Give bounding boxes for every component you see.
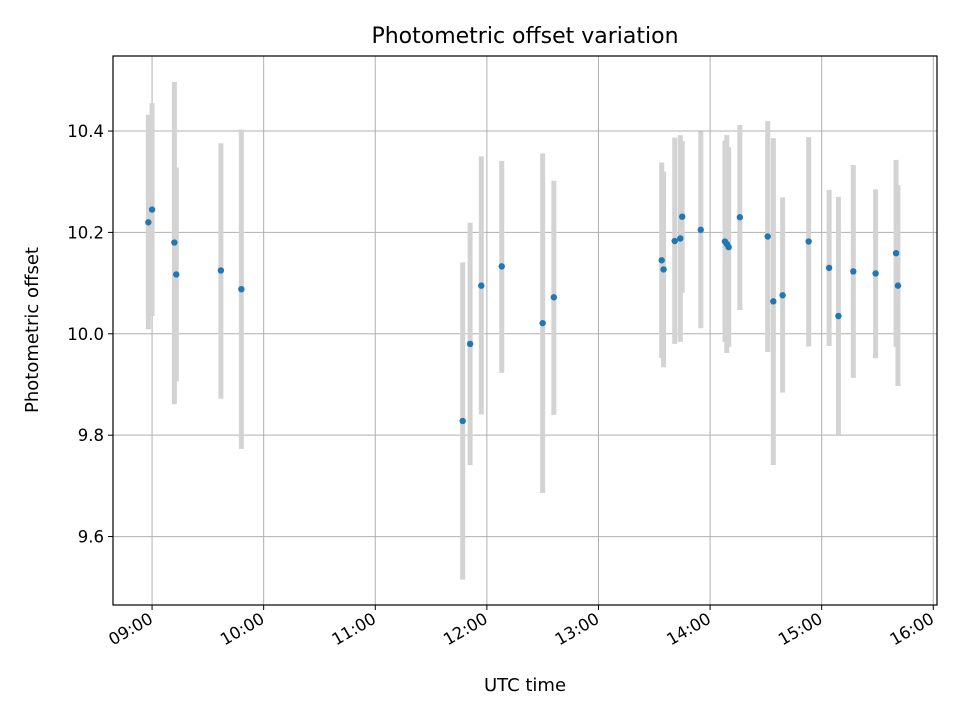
data-point: [872, 270, 879, 277]
y-axis-label: Photometric offset: [22, 247, 43, 413]
data-point: [850, 268, 857, 275]
data-point: [805, 238, 812, 245]
data-point: [892, 249, 900, 257]
y-tick-label: 10.2: [67, 223, 104, 242]
data-points: [145, 206, 902, 425]
y-tick-label: 10.4: [67, 122, 104, 141]
data-point: [148, 206, 156, 213]
data-point: [466, 340, 474, 348]
chart-title: Photometric offset variation: [371, 24, 678, 49]
data-point: [764, 233, 771, 240]
data-point: [478, 282, 485, 289]
data-point: [736, 214, 744, 221]
data-point: [171, 239, 178, 246]
data-point: [770, 298, 777, 305]
data-point: [660, 266, 667, 273]
data-point: [658, 257, 665, 264]
y-tick-label: 9.6: [78, 528, 104, 547]
data-point: [725, 243, 732, 251]
data-point: [697, 226, 704, 234]
data-point: [459, 417, 466, 425]
x-axis-label: UTC time: [484, 675, 566, 696]
data-point: [779, 292, 786, 299]
data-point: [835, 312, 842, 320]
data-point: [238, 285, 245, 293]
y-tick-label: 9.8: [78, 426, 104, 445]
data-point: [550, 294, 558, 301]
data-point: [825, 264, 833, 272]
grid-lines: [113, 56, 937, 605]
data-point: [671, 237, 678, 245]
data-point: [678, 213, 686, 220]
data-point: [217, 267, 225, 274]
data-point: [894, 282, 902, 289]
data-point: [145, 219, 152, 226]
data-point: [173, 271, 180, 278]
data-point: [539, 319, 546, 327]
data-point: [677, 235, 684, 242]
plot-frame: [112, 55, 938, 606]
data-point: [498, 263, 505, 270]
y-tick-label: 10.0: [67, 325, 104, 344]
